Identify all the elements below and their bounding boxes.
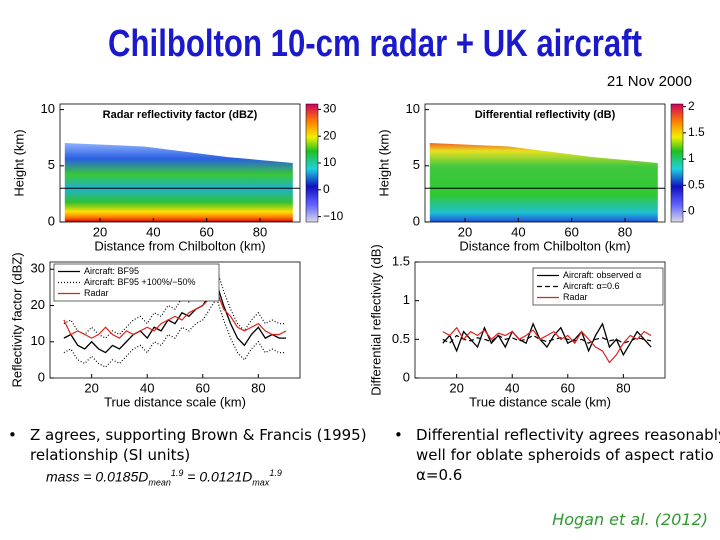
y-tick-label: 1.5	[392, 253, 410, 268]
x-axis-label: Distance from Chilbolton (km)	[459, 238, 630, 253]
x-tick-label: 80	[618, 224, 632, 239]
colorbar-tick-label: 30	[323, 102, 337, 116]
colorbar-tick-label: 1	[688, 151, 695, 165]
colorbar-tick-label: 2	[688, 99, 695, 113]
x-tick-label: 60	[561, 380, 575, 395]
y-axis-label: Height (km)	[11, 129, 26, 196]
series-line	[442, 322, 652, 357]
colorbar	[670, 103, 684, 223]
formula-part: = 0.0121	[183, 468, 243, 485]
colorbar	[305, 103, 319, 223]
y-tick-label: 5	[413, 157, 420, 172]
radar-image	[429, 142, 658, 222]
bullet: • Differential reflectivity agrees reason…	[392, 425, 720, 485]
colorbar-tick-label: 0	[323, 182, 330, 196]
radar-image	[64, 142, 293, 222]
series-line	[442, 334, 652, 344]
formula-part: mass = 0.0185	[46, 468, 139, 485]
y-tick-label: 10	[406, 101, 420, 116]
x-tick-label: 20	[449, 380, 463, 395]
formula-sup: 1.9	[269, 468, 282, 478]
bullet-dot: •	[8, 426, 17, 444]
bullet: • Z agrees, supporting Brown & Francis (1…	[6, 425, 400, 465]
legend-label: Aircraft: BF95 +100%/−50%	[84, 277, 196, 287]
x-tick-label: 60	[564, 224, 578, 239]
x-tick-label: 40	[146, 224, 160, 239]
x-tick-label: 60	[196, 380, 210, 395]
legend-label: Aircraft: observed α	[563, 270, 641, 280]
y-tick-label: 20	[31, 297, 45, 312]
y-axis-label: Height (km)	[376, 129, 391, 196]
panel-title: Differential reflectivity (dB)	[475, 109, 616, 121]
y-tick-label: 0	[413, 213, 420, 228]
y-axis-label: Reflectivity factor (dBZ)	[9, 252, 24, 387]
legend-label: Radar	[84, 288, 109, 298]
x-tick-label: 20	[93, 224, 107, 239]
colorbar-tick-label: 20	[323, 128, 337, 142]
legend-label: Radar	[563, 292, 588, 302]
series-line	[63, 282, 287, 354]
plot-frame	[424, 103, 666, 223]
legend-box	[53, 263, 220, 302]
x-tick-label: 80	[251, 380, 265, 395]
bullet-text: Differential reflectivity agrees reasona…	[416, 426, 720, 484]
charts: Chilbolton 10-cm radar + UK aircraft 21 …	[9, 23, 705, 409]
bullet-text: Z agrees, supporting Brown & Francis (19…	[30, 426, 367, 464]
formula-sub: mean	[148, 477, 171, 488]
colorbar-tick-label: 0	[688, 204, 695, 218]
y-tick-label: 0.5	[392, 331, 410, 346]
x-tick-label: 20	[458, 224, 472, 239]
y-tick-label: 10	[31, 333, 45, 348]
series-line	[63, 289, 287, 339]
plot-frame	[59, 103, 301, 223]
colorbar-tick-label: 10	[323, 155, 337, 169]
colorbar-tick-label: −10	[323, 209, 344, 223]
x-tick-label: 40	[511, 224, 525, 239]
x-tick-label: 40	[505, 380, 519, 395]
y-tick-label: 0	[38, 369, 45, 384]
series-line	[442, 326, 652, 364]
x-axis-label: True distance scale (km)	[104, 394, 246, 409]
formula-part: D	[138, 468, 149, 485]
legend-label: Aircraft: α=0.6	[563, 281, 619, 291]
x-axis-label: Distance from Chilbolton (km)	[94, 238, 265, 253]
bullet-dot: •	[394, 426, 403, 444]
legend-label: Aircraft: BF95	[84, 266, 139, 276]
y-tick-label: 1	[403, 292, 410, 307]
x-tick-label: 20	[84, 380, 98, 395]
y-tick-label: 5	[48, 157, 55, 172]
colorbar-tick-label: 1.5	[688, 125, 705, 139]
x-axis-label: True distance scale (km)	[469, 394, 611, 409]
date: 21 Nov 2000	[607, 73, 692, 90]
formula: mass = 0.0185Dmean1.9 = 0.0121Dmax1.9	[46, 468, 282, 487]
slide-title: Chilbolton 10-cm radar + UK aircraft	[108, 23, 642, 65]
x-tick-label: 80	[616, 380, 630, 395]
y-tick-label: 0	[48, 213, 55, 228]
formula-part: D	[242, 468, 253, 485]
x-tick-label: 40	[140, 380, 154, 395]
y-axis-label: Differential reflectivity (dB)	[368, 244, 383, 395]
formula-sup: 1.9	[170, 468, 184, 478]
series-line	[63, 296, 287, 368]
series-line	[63, 267, 287, 339]
y-tick-label: 0	[403, 369, 410, 384]
panel-title: Radar reflectivity factor (dBZ)	[103, 109, 258, 121]
x-tick-label: 80	[253, 224, 267, 239]
plot-frame	[49, 261, 301, 379]
title-group: Chilbolton 10-cm radar + UK aircraft	[108, 23, 642, 65]
y-tick-label: 10	[41, 101, 55, 116]
colorbar-tick-label: 0.5	[688, 177, 705, 191]
formula-sub: max	[252, 477, 270, 488]
x-tick-label: 60	[199, 224, 213, 239]
citation: Hogan et al. (2012)	[552, 510, 708, 529]
y-tick-label: 30	[31, 261, 45, 276]
plot-frame	[414, 261, 666, 379]
